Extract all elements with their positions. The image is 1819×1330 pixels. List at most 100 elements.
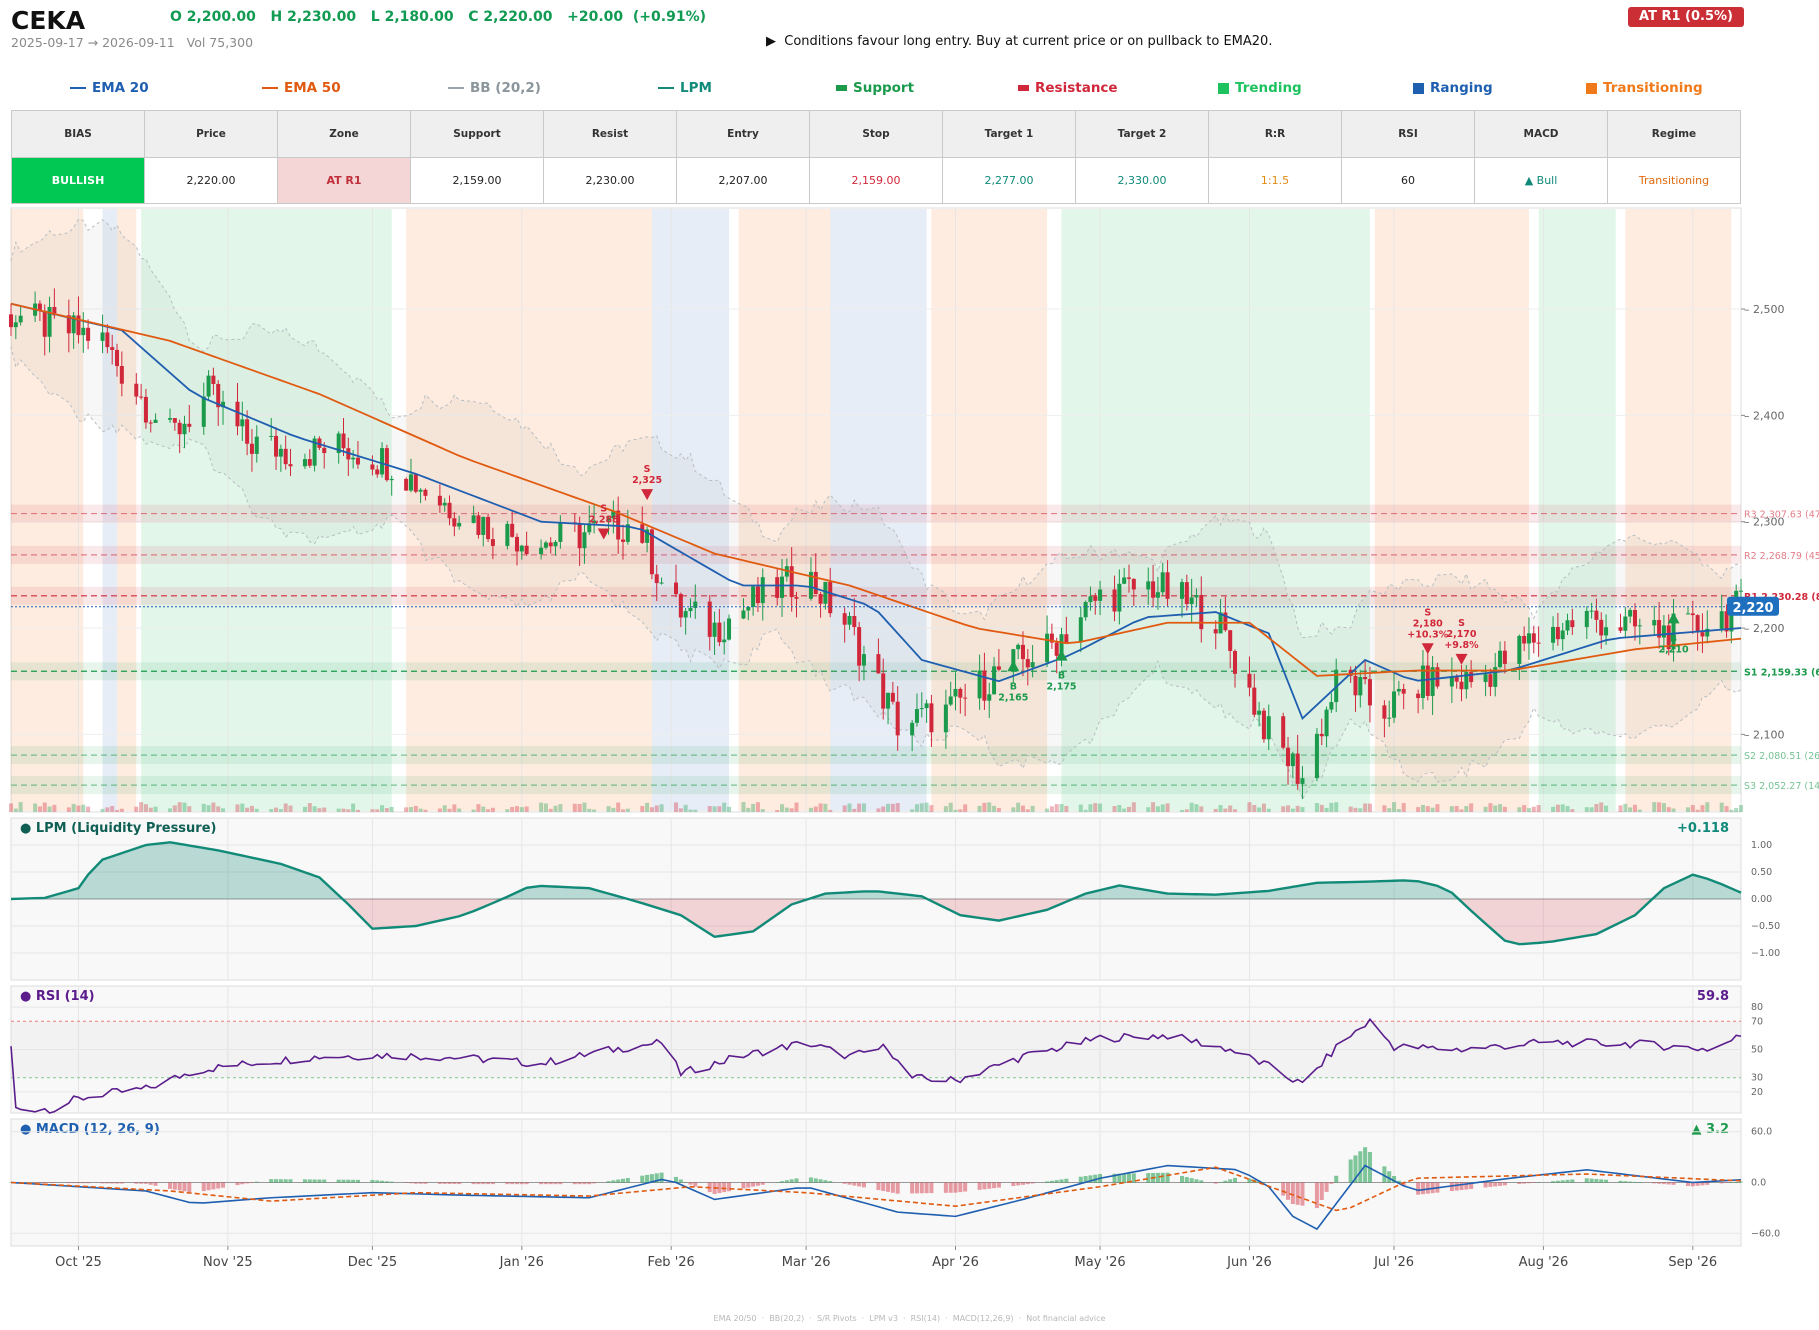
volume-bar [1522, 805, 1527, 812]
candle-body [808, 571, 813, 599]
volume-bar [1382, 805, 1387, 812]
macd-histogram-bar [71, 1182, 76, 1184]
macd-histogram-bar [1290, 1182, 1295, 1204]
volume-bar [625, 808, 630, 812]
macd-histogram-bar [66, 1182, 71, 1184]
volume-bar [1213, 808, 1218, 812]
macd-histogram-bar [288, 1179, 293, 1183]
volume-bar [423, 809, 428, 812]
volume-bar [37, 806, 42, 812]
candle-body [640, 524, 645, 543]
volume-bar [1705, 802, 1710, 812]
macd-histogram-bar [1281, 1182, 1286, 1196]
table-value-rsi: 60 [1341, 157, 1475, 204]
candle-body [1232, 650, 1238, 674]
volume-bar [1671, 808, 1676, 812]
volume-bar [1652, 802, 1657, 812]
candle-body [115, 349, 120, 367]
candle-body [1483, 674, 1488, 683]
macd-histogram-bar [1319, 1182, 1324, 1200]
volume-bar [953, 809, 958, 812]
candle-body [1536, 642, 1541, 644]
sr-label: R1 2,230.28 (83x) [1744, 592, 1819, 603]
macd-histogram-bar [307, 1179, 312, 1183]
macd-histogram-bar [86, 1182, 91, 1184]
candle-body [620, 539, 626, 542]
candle-body [1695, 615, 1700, 633]
volume-bar [1324, 807, 1329, 812]
macd-histogram-bar [987, 1182, 992, 1189]
macd-histogram-bar [539, 1182, 544, 1185]
volume-bar [1348, 806, 1353, 812]
volume-bar [481, 806, 486, 812]
volume-bar [572, 803, 577, 812]
volume-bar [992, 805, 997, 812]
volume-bar [1531, 806, 1536, 812]
candle-body [1228, 630, 1233, 651]
macd-histogram-bar [1358, 1151, 1363, 1183]
candle-body [1604, 627, 1609, 636]
macd-histogram-bar [1184, 1177, 1189, 1183]
macd-histogram-bar [1416, 1182, 1421, 1195]
candle-body [751, 586, 756, 607]
legend-label: EMA 50 [284, 80, 341, 96]
volume-bar [13, 808, 18, 812]
macd-histogram-bar [177, 1182, 182, 1191]
volume-bar [861, 803, 866, 812]
volume-bar [471, 809, 476, 812]
macd-histogram-bar [1088, 1175, 1093, 1183]
macd-histogram-bar [1266, 1182, 1271, 1183]
volume-bar [18, 802, 23, 812]
candle-body [775, 577, 780, 598]
volume-bar [707, 806, 712, 812]
macd-histogram-bar [1213, 1182, 1218, 1184]
candle-body [274, 435, 279, 457]
signal-table: BIAS Price Zone Support Resist Entry Stop Targe… [11, 110, 1741, 204]
macd-histogram-bar [447, 1182, 452, 1184]
macd-histogram-bar [341, 1179, 346, 1183]
candle-body [1078, 617, 1083, 643]
candle-body [336, 433, 341, 454]
macd-histogram-bar [476, 1182, 481, 1185]
macd-histogram-bar [963, 1182, 968, 1192]
macd-histogram-bar [1324, 1182, 1329, 1192]
macd-histogram-bar [924, 1182, 929, 1194]
price-y-label: – 2,200 [1744, 622, 1785, 635]
candle-body [1295, 753, 1300, 784]
macd-histogram-bar [914, 1182, 919, 1194]
volume-bar [760, 809, 765, 812]
volume-bar [640, 806, 645, 812]
volume-bar [1502, 806, 1507, 812]
macd-histogram-bar [481, 1182, 486, 1185]
macd-histogram-bar [1459, 1182, 1464, 1191]
candle-body [910, 722, 915, 736]
last-price-tag [1727, 596, 1779, 616]
candle-body [987, 694, 992, 701]
signal-label: 2,210 [1659, 644, 1689, 655]
table-header-target-1: Target 1 [942, 110, 1076, 158]
legend-swatch [1413, 82, 1424, 94]
volume-bar [948, 802, 953, 812]
candle-body [76, 315, 81, 336]
legend-swatch [658, 87, 674, 89]
candle-body [148, 422, 153, 424]
candle-body [240, 419, 245, 427]
sell-signal-marker [1421, 643, 1434, 655]
candle-body [1088, 596, 1093, 603]
macd-histogram-bar [1599, 1179, 1604, 1183]
candle-body [278, 448, 283, 457]
volume-bar [1464, 806, 1469, 812]
volume-bar [490, 807, 495, 812]
macd-histogram-bar [1464, 1182, 1469, 1190]
candle-body [1155, 592, 1160, 598]
lpm-y-label: 0.50 [1751, 867, 1772, 878]
candle-body [1286, 747, 1291, 767]
macd-histogram-bar [510, 1182, 515, 1185]
candle-body [693, 601, 698, 608]
x-tick-label: Jun '26 [1226, 1255, 1272, 1270]
candle-body [1517, 635, 1522, 664]
candle-body [389, 478, 394, 481]
candle-body [1738, 590, 1744, 592]
volume-bar [1059, 804, 1064, 812]
candle-body [982, 670, 987, 701]
